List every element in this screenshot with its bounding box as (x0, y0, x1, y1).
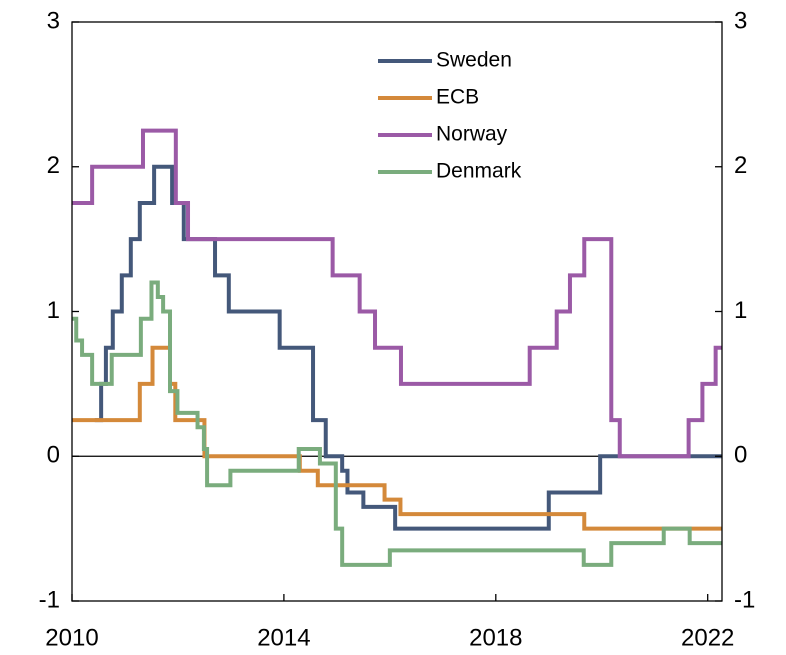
y2-tick-label: -1 (734, 586, 755, 613)
x-tick-label: 2014 (257, 624, 310, 651)
series-line (72, 128, 722, 459)
y-tick-label: -1 (39, 586, 60, 613)
x-tick-label: 2022 (681, 624, 734, 651)
x-tick-label: 2018 (469, 624, 522, 651)
series-line (94, 164, 722, 531)
legend-label: Norway (436, 123, 508, 146)
y-tick-label: 3 (47, 7, 60, 34)
legend-label: Sweden (436, 49, 512, 72)
series-line (72, 345, 722, 531)
legend-label: ECB (436, 86, 479, 109)
y2-tick-label: 0 (734, 442, 747, 469)
y-tick-label: 1 (47, 297, 60, 324)
y2-tick-label: 3 (734, 7, 747, 34)
y-tick-label: 0 (47, 442, 60, 469)
legend-label: Denmark (436, 160, 522, 183)
y2-tick-label: 1 (734, 297, 747, 324)
y2-tick-label: 2 (734, 152, 747, 179)
x-tick-label: 2010 (45, 624, 98, 651)
y-tick-label: 2 (47, 152, 60, 179)
series-line (72, 280, 722, 567)
